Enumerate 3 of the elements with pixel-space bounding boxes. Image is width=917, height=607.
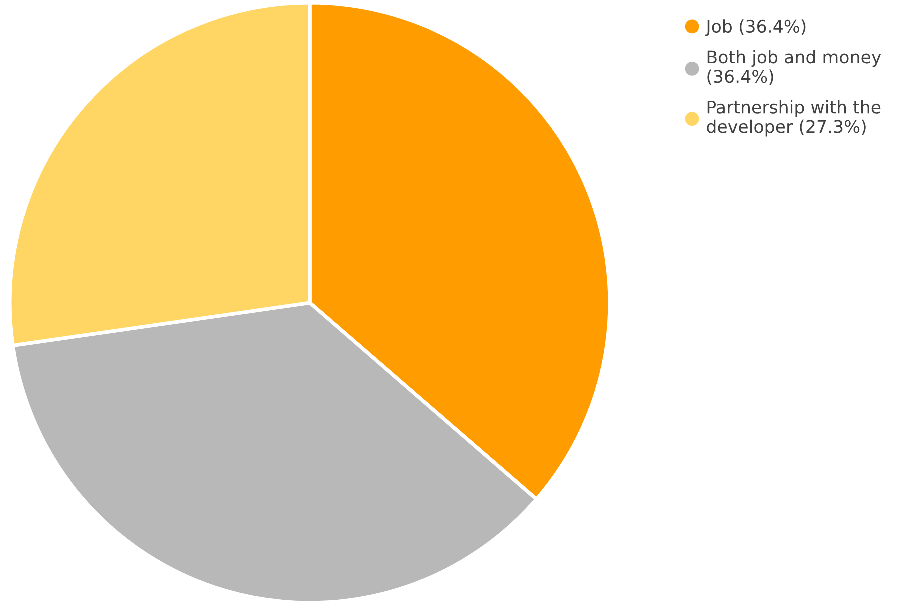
legend-label: Both job and money (36.4%) xyxy=(708,50,882,86)
legend-label: Partnership with the developer (27.3%) xyxy=(707,100,881,137)
legend-label: Job (36.4%) xyxy=(705,20,806,36)
